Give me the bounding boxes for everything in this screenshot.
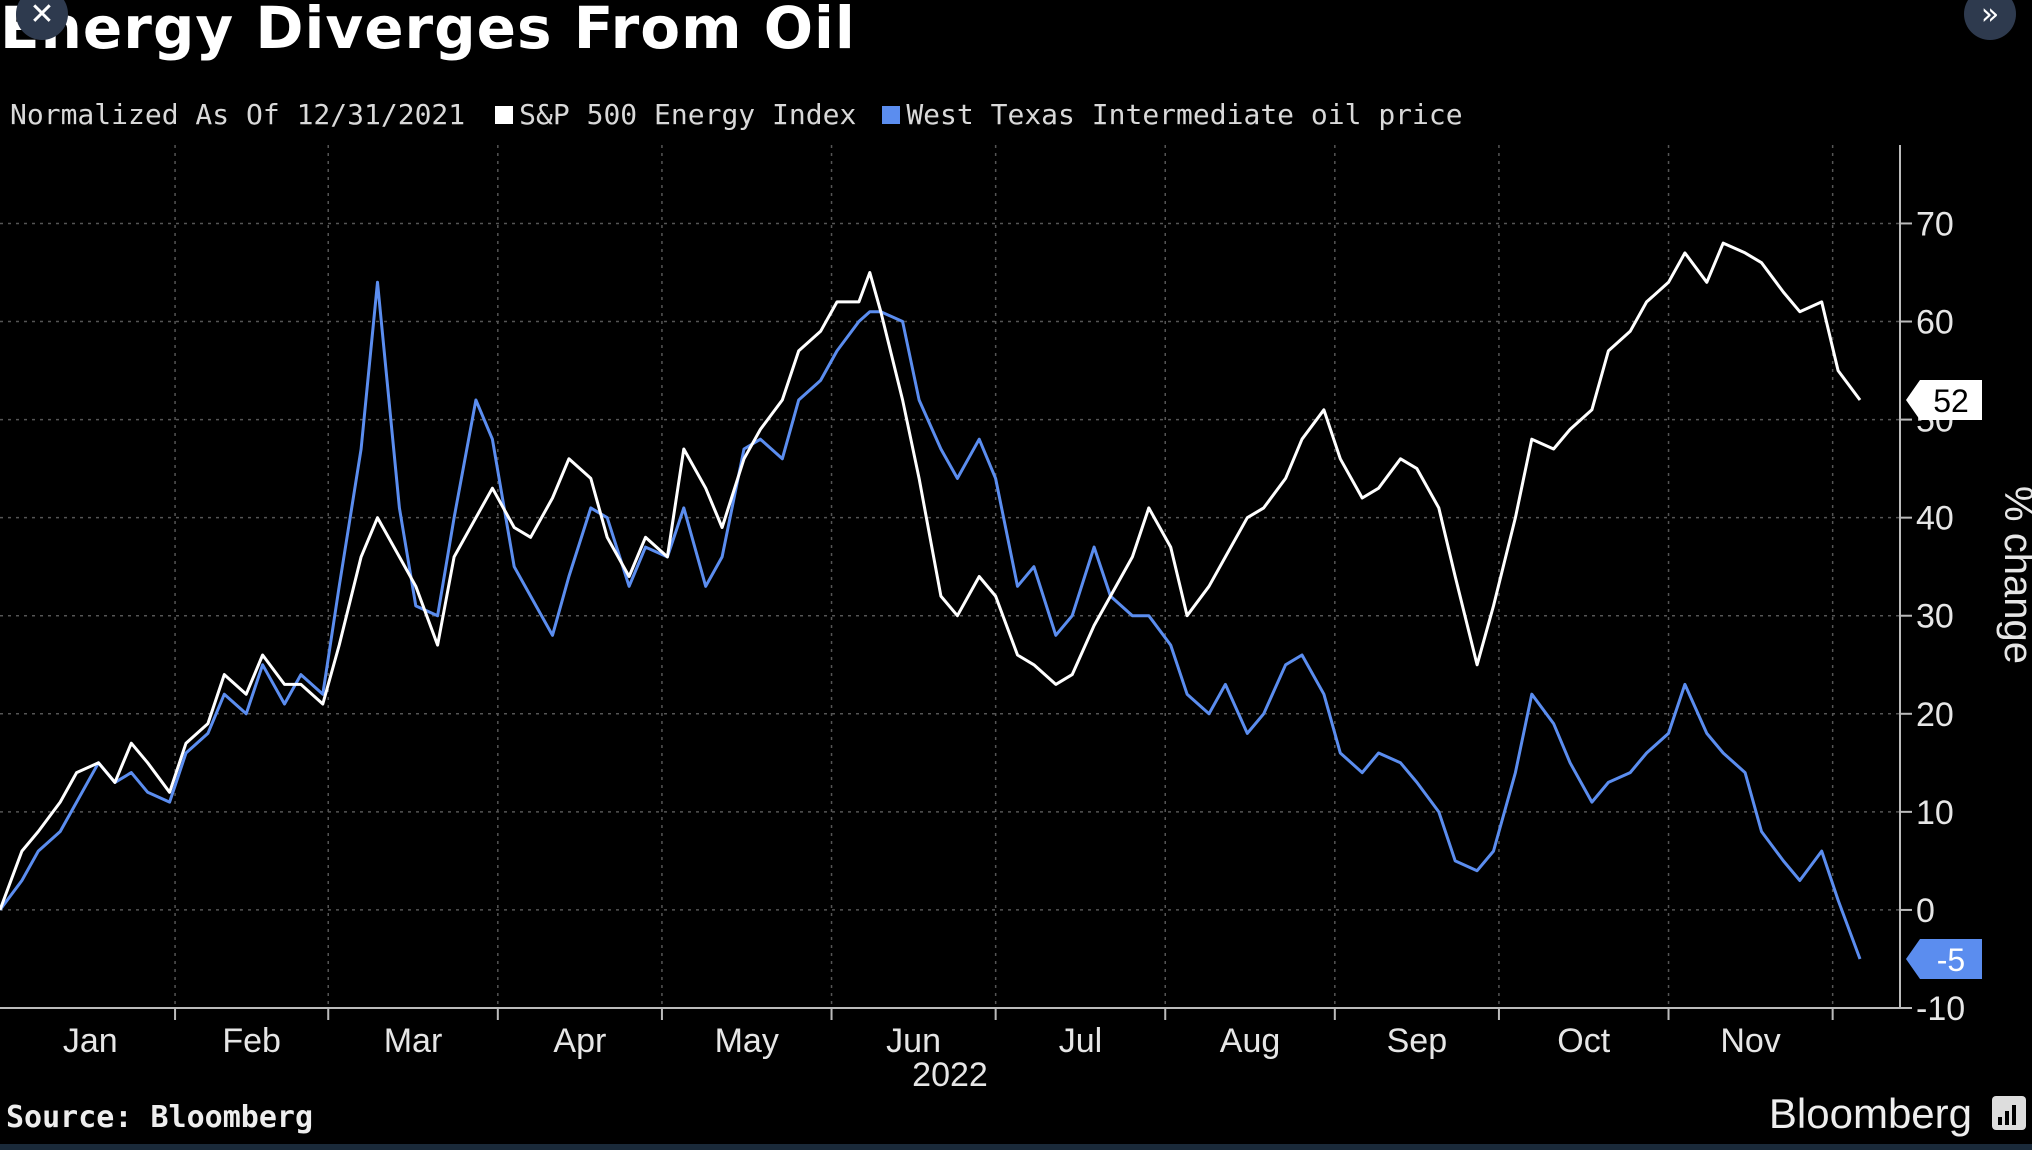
bottom-bar [0,1144,2032,1150]
x-tick-label: Jul [1059,1022,1102,1060]
legend-item-wti: West Texas Intermediate oil price [882,98,1463,131]
x-tick-label: Jun [886,1022,941,1060]
y-tick-label: 70 [1916,205,1954,243]
legend-label-wti: West Texas Intermediate oil price [906,98,1463,131]
legend: Normalized As Of 12/31/2021 S&P 500 Ener… [10,98,1489,131]
y-tick-label: -10 [1916,990,1965,1028]
double-chevron-right-icon[interactable]: » [1964,0,2016,40]
x-tick-label: Apr [553,1022,606,1060]
close-icon[interactable]: ✕ [16,0,68,40]
source-note: Source: Bloomberg [6,1100,314,1135]
y-tick-label: 0 [1916,892,1935,930]
end-label-box-energy [1906,379,1982,420]
x-tick-label: Feb [222,1022,281,1060]
end-label-wti: -5 [1937,942,1965,978]
chart-title: Energy Diverges From Oil [0,0,856,62]
x-tick-label: Mar [384,1022,443,1060]
subtitle: Normalized As Of 12/31/2021 [10,98,466,131]
y-tick-label: 40 [1916,500,1954,538]
x-tick-label: Jan [63,1022,118,1060]
legend-item-energy: S&P 500 Energy Index [495,98,856,131]
series-line-energy [0,241,1862,911]
x-tick-label: Nov [1720,1022,1780,1060]
legend-swatch-energy [495,105,514,124]
series-line-wti [0,280,1862,960]
end-label-energy: 52 [1933,383,1969,419]
legend-swatch-wti [882,105,901,124]
end-label-box-wti [1906,938,1982,979]
x-tick-label: Aug [1220,1022,1281,1060]
x-axis-year-label: 2022 [912,1056,988,1094]
x-tick-label: May [715,1022,779,1060]
bloomberg-terminal-icon [1992,1096,2026,1130]
brand-logo-text: Bloomberg [1768,1090,1972,1137]
y-tick-label: 20 [1916,696,1954,734]
y-axis-label: % change [1996,486,2032,664]
y-tick-label: 60 [1916,304,1954,342]
x-tick-label: Sep [1387,1022,1448,1060]
legend-label-energy: S&P 500 Energy Index [519,98,857,131]
x-tick-label: Oct [1557,1022,1610,1060]
y-tick-label: 30 [1916,598,1954,636]
y-tick-label: 10 [1916,794,1954,832]
